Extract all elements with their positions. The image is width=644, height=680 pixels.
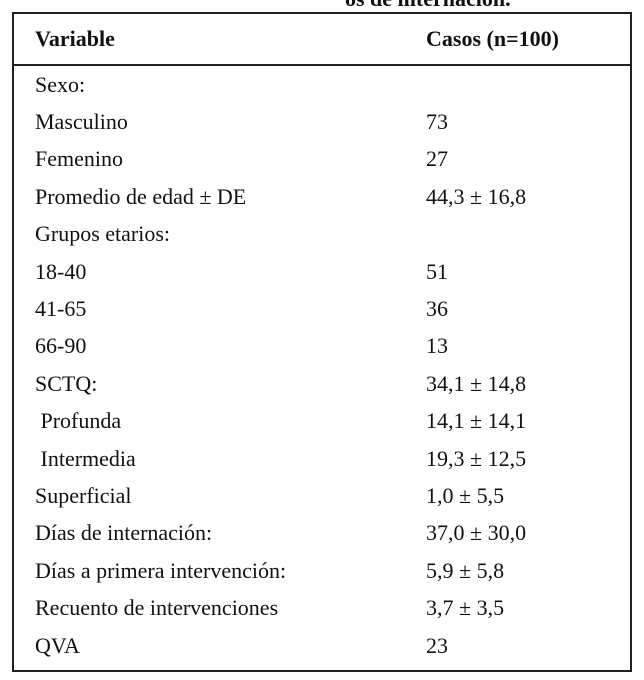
table-cell: 5,9 ± 5,8 (426, 557, 505, 583)
table-cell: 18-40 (35, 258, 87, 284)
table-row: QVA 23 (14, 627, 630, 664)
table: Variable Casos (n=100) Sexo: Masculino 73 F… (12, 12, 632, 672)
table-cell: 66-90 (35, 333, 87, 359)
table-cell: 19,3 ± 12,5 (426, 445, 527, 471)
table-row: 66-90 13 (14, 328, 630, 365)
table-row: 41-65 36 (14, 290, 630, 327)
table-row: Superficial 1,0 ± 5,5 (14, 477, 630, 514)
table-cell: Femenino (35, 146, 123, 172)
table-cell: 1,0 ± 5,5 (426, 483, 505, 509)
table-cell: Días a primera intervención: (35, 557, 287, 583)
table-cell: Masculino (35, 109, 128, 135)
table-cell: QVA (35, 632, 80, 658)
header-cell: Casos (n=100) (426, 26, 559, 51)
table-cell: 36 (426, 296, 448, 322)
table-cell: Superficial (35, 483, 132, 509)
table-cell: Grupos etarios: (35, 221, 171, 247)
table-cell: 3,7 ± 3,5 (426, 595, 505, 621)
table-row: Recuento de intervenciones 3,7 ± 3,5 (14, 590, 630, 627)
table-cell: 27 (426, 146, 448, 172)
table-cell: 23 (426, 632, 448, 658)
table-cell: Intermedia (35, 445, 136, 471)
table-cell: 51 (426, 258, 448, 284)
table-cell: 14,1 ± 14,1 (426, 408, 527, 434)
table-row: Profunda 14,1 ± 14,1 (14, 403, 630, 440)
table-row: Promedio de edad ± DE 44,3 ± 16,8 (14, 178, 630, 215)
table-row: 18-40 51 (14, 253, 630, 290)
table-row: Sexo: (14, 66, 630, 103)
table-row: Intermedia 19,3 ± 12,5 (14, 440, 630, 477)
table-row: Días a primera intervención: 5,9 ± 5,8 (14, 552, 630, 589)
table-cell: SCTQ: (35, 370, 98, 396)
table-cell: 34,1 ± 14,8 (426, 370, 527, 396)
table-row: Masculino 73 (14, 103, 630, 140)
table-cell: 41-65 (35, 296, 87, 322)
table-cell: 37,0 ± 30,0 (426, 520, 527, 546)
table-cell: Días de internación: (35, 520, 213, 546)
header-row: Variable Casos (n=100) (14, 14, 630, 66)
table-row: SCTQ: 34,1 ± 14,8 (14, 365, 630, 402)
caption: os de internación. (345, 0, 511, 12)
table-cell: 73 (426, 109, 448, 135)
table-cell: Recuento de intervenciones (35, 595, 279, 621)
table-cell: 44,3 ± 16,8 (426, 183, 527, 209)
header-cell: Variable (35, 26, 115, 51)
table-row: Días de internación: 37,0 ± 30,0 (14, 515, 630, 552)
table-cell: Profunda (35, 408, 122, 434)
table-row: Grupos etarios: (14, 216, 630, 253)
table-cell: 13 (426, 333, 448, 359)
table-cell: Sexo: (35, 71, 86, 97)
table-row: Femenino 27 (14, 141, 630, 178)
table-cell: Promedio de edad ± DE (35, 183, 247, 209)
